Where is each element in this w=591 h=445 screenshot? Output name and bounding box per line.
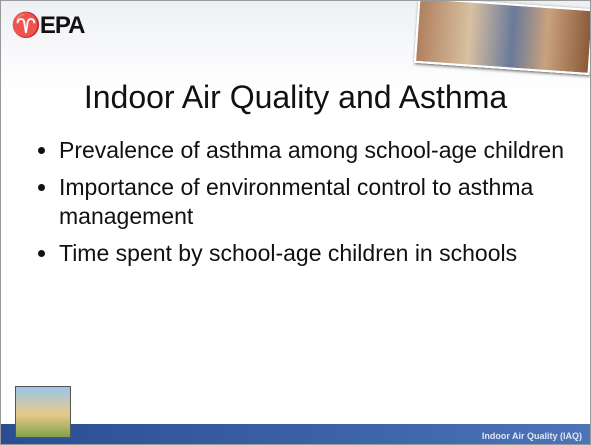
logo: ♈EPA [11, 11, 84, 40]
logo-mark: ♈ [11, 12, 40, 39]
photo [414, 0, 591, 75]
bullet: Prevalence of asthma among school-age ch… [59, 136, 589, 165]
footer-label: Indoor Air Quality (IAQ) [482, 431, 582, 441]
slide-title: Indoor Air Quality and Asthma [1, 79, 590, 116]
house-icon [15, 386, 71, 438]
bullet: Importance of environmental control to a… [59, 173, 589, 231]
logo-text: EPA [40, 12, 85, 39]
bullet: Time spent by school-age children in sch… [59, 239, 589, 268]
slide: ♈EPA Indoor Air Quality and Asthma Preva… [0, 0, 591, 445]
bullet-list: Prevalence of asthma among school-age ch… [31, 136, 589, 276]
